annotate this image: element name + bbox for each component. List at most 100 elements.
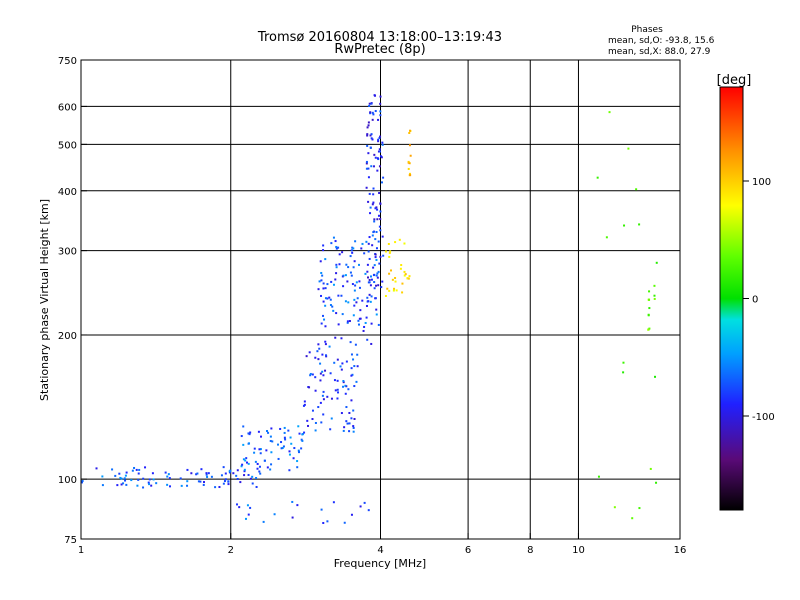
data-point [258,465,261,468]
data-point [137,478,140,481]
data-point [317,343,320,346]
data-point [369,284,372,287]
data-point [365,186,368,189]
data-point [314,356,317,359]
data-point [335,245,338,248]
data-point [283,436,286,439]
data-point [373,218,376,221]
data-point [335,247,338,250]
data-point [323,318,326,321]
data-point [655,481,658,484]
data-point [296,460,299,463]
data-point [338,263,341,266]
colorbar-tick-label: 0 [752,295,758,306]
data-point [353,298,356,301]
data-point [258,470,261,473]
data-point [408,162,411,165]
data-point [342,385,345,388]
data-point [269,439,272,442]
data-point [379,150,382,153]
data-point [271,440,274,443]
data-point [372,266,375,269]
y-tick-label: 400 [58,187,77,198]
data-point [350,513,353,516]
data-point [330,280,333,283]
data-point [350,399,353,402]
data-point [374,256,377,259]
data-point [243,468,246,471]
colorbar-ticks: 100 0 -100 [743,177,775,423]
data-point [227,480,230,483]
data-point [148,478,151,481]
data-point [367,152,370,155]
data-point [605,236,608,239]
data-point [255,485,258,488]
x-tick-label: 6 [465,545,471,556]
data-point [394,276,397,279]
data-point [335,266,338,269]
data-point [388,255,391,258]
data-point [300,447,303,450]
data-point [135,468,138,471]
data-point [379,202,382,205]
data-point [596,176,599,179]
data-point [359,309,362,312]
data-point [300,438,303,441]
data-point [352,314,355,317]
data-point [288,453,291,456]
data-point [152,478,155,481]
data-point [309,374,312,377]
data-point [370,342,373,345]
data-point [350,274,353,277]
data-point [366,338,369,341]
stats-heading: Phases [631,25,663,35]
data-point [348,320,351,323]
data-point [356,365,359,368]
data-point [355,301,358,304]
data-point [324,340,327,343]
data-point [270,451,273,454]
y-tick-label: 500 [58,140,77,151]
data-point [386,287,389,290]
data-point [326,520,329,523]
y-axis: 75 100 200 300 400 500 600 750 [58,56,87,546]
data-point [367,242,370,245]
data-point [353,289,356,292]
data-point [373,153,376,156]
data-point [329,372,332,375]
data-point [246,461,249,464]
data-point [377,323,380,326]
data-point [369,146,372,149]
data-point [627,147,630,150]
data-point [372,201,375,204]
data-point [298,432,301,435]
data-point [380,156,383,159]
data-point [377,240,380,243]
data-point [296,466,299,469]
data-point [364,321,367,324]
data-point [345,420,348,423]
data-point [631,517,634,520]
data-point [332,309,335,312]
data-point [253,451,256,454]
data-point [155,482,158,485]
data-point [195,473,198,476]
data-point [251,475,254,478]
data-point [124,474,127,477]
y-axis-label: Stationary phase Virtual Height [km] [38,199,51,401]
data-point [283,431,286,434]
data-point [357,263,360,266]
data-point [362,329,365,332]
chart-subtitle: RwPretec (8p) [334,42,425,57]
data-point [120,483,123,486]
chart-title: Tromsø 20160804 13:18:00–13:19:43 [257,30,502,45]
colorbar-tick-label: 100 [752,177,771,188]
data-point [328,345,331,348]
data-point [277,457,280,460]
data-point [334,336,337,339]
data-point [343,521,346,524]
data-point [370,165,373,168]
data-point [351,373,354,376]
data-point [200,468,203,471]
data-point [382,176,385,179]
